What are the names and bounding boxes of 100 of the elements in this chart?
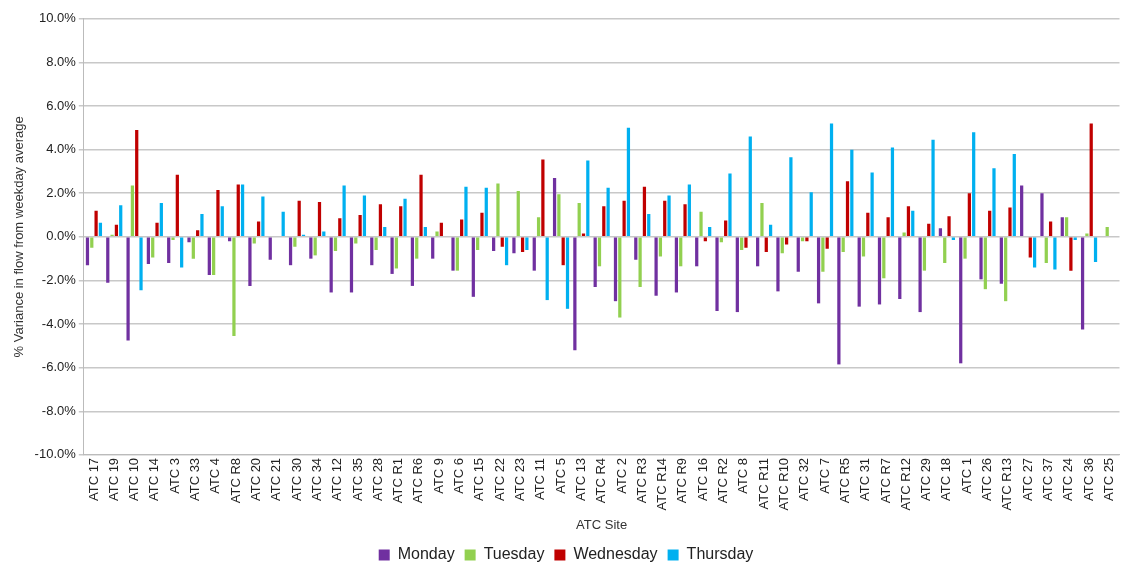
bar (480, 212, 484, 237)
bar (261, 196, 265, 237)
bar (415, 237, 419, 259)
bar (906, 206, 911, 237)
bar (902, 232, 906, 237)
bar (642, 186, 647, 237)
bar (322, 231, 326, 237)
bar (768, 224, 773, 237)
x-tick-label: ATC R10 (776, 457, 792, 511)
y-tick-label: 8.0% (46, 53, 77, 69)
bar (683, 204, 687, 237)
x-tick-label: ATC R3 (633, 457, 649, 504)
bar (500, 237, 504, 247)
bar (638, 237, 642, 288)
x-tick-label: ATC R7 (877, 457, 893, 504)
bar (1044, 237, 1048, 264)
bar (106, 237, 110, 283)
bar (410, 237, 415, 286)
bar (1053, 237, 1057, 270)
x-tick-label: ATC 37 (1040, 457, 1056, 502)
bar (293, 237, 297, 247)
bar (979, 237, 983, 280)
bar (236, 184, 240, 237)
x-tick-label: ATC 36 (1080, 457, 1096, 502)
bar (460, 219, 464, 237)
x-tick-label: ATC R11 (755, 457, 771, 510)
x-tick-label: ATC 31 (857, 457, 873, 502)
bar (557, 194, 561, 237)
bar (175, 174, 179, 237)
bar (532, 237, 536, 271)
bar (756, 237, 760, 267)
y-tick-label: -8.0% (41, 402, 77, 418)
bar (992, 168, 996, 237)
bar (98, 222, 103, 237)
y-tick-label: -4.0% (41, 315, 77, 331)
bar (288, 237, 293, 266)
bar (999, 237, 1003, 284)
bar (663, 200, 667, 237)
x-tick-label: ATC R8 (227, 457, 243, 504)
x-tick-label: ATC 18 (938, 457, 954, 502)
bar (464, 186, 468, 237)
bar (390, 237, 394, 274)
bar (943, 237, 947, 264)
bar (504, 237, 509, 266)
x-tick-label: ATC 30 (288, 457, 304, 502)
bar (922, 237, 927, 271)
y-tick-label: 4.0% (46, 141, 77, 157)
bar (403, 198, 407, 237)
bar (484, 187, 488, 237)
bar (349, 237, 354, 293)
bar (715, 237, 719, 311)
bar (399, 206, 403, 237)
x-tick-label: ATC 23 (512, 457, 527, 502)
bar (451, 237, 455, 271)
bar (232, 237, 236, 337)
bar (1093, 237, 1098, 262)
bar (338, 218, 342, 237)
bar (512, 237, 516, 254)
bar (866, 212, 870, 237)
bar (927, 223, 931, 237)
y-tick-label: 2.0% (46, 184, 77, 200)
x-tick-label: ATC 4 (207, 457, 223, 494)
x-tick-label: ATC 29 (918, 457, 934, 502)
legend-label: Thursday (686, 545, 754, 563)
bar (333, 237, 338, 252)
x-tick-label: ATC 34 (308, 457, 324, 502)
bar (647, 213, 651, 237)
x-tick-label: ATC 1 (958, 457, 974, 494)
bar (370, 237, 374, 266)
x-tick-label: ATC 28 (369, 457, 385, 502)
bar (383, 227, 387, 237)
bar (471, 237, 475, 297)
x-tick-label: ATC 16 (694, 457, 710, 502)
bar (476, 237, 480, 250)
bar (1089, 123, 1093, 237)
bar (622, 200, 626, 237)
bar (126, 237, 130, 341)
bar (419, 174, 423, 237)
x-tick-label: ATC 2 (613, 457, 629, 494)
y-tick-label: -6.0% (41, 359, 77, 375)
bar (317, 201, 322, 237)
bar (890, 147, 895, 237)
bar (882, 237, 886, 279)
bar (1032, 237, 1037, 268)
bar (329, 237, 333, 293)
y-tick-label: 0.0% (46, 228, 77, 244)
bar (167, 237, 171, 264)
bar (207, 237, 211, 276)
x-tick-label: ATC R4 (593, 457, 609, 504)
bar (362, 195, 367, 237)
x-tick-label: ATC 10 (126, 457, 142, 502)
x-tick-label: ATC R5 (836, 457, 852, 504)
bar (455, 237, 459, 271)
x-tick-label: ATC 24 (1060, 457, 1076, 502)
bar (180, 237, 184, 268)
bar (159, 203, 163, 237)
bar (394, 237, 399, 269)
bar (674, 237, 679, 293)
bar (146, 237, 151, 265)
x-tick-label: ATC R1 (390, 457, 406, 504)
